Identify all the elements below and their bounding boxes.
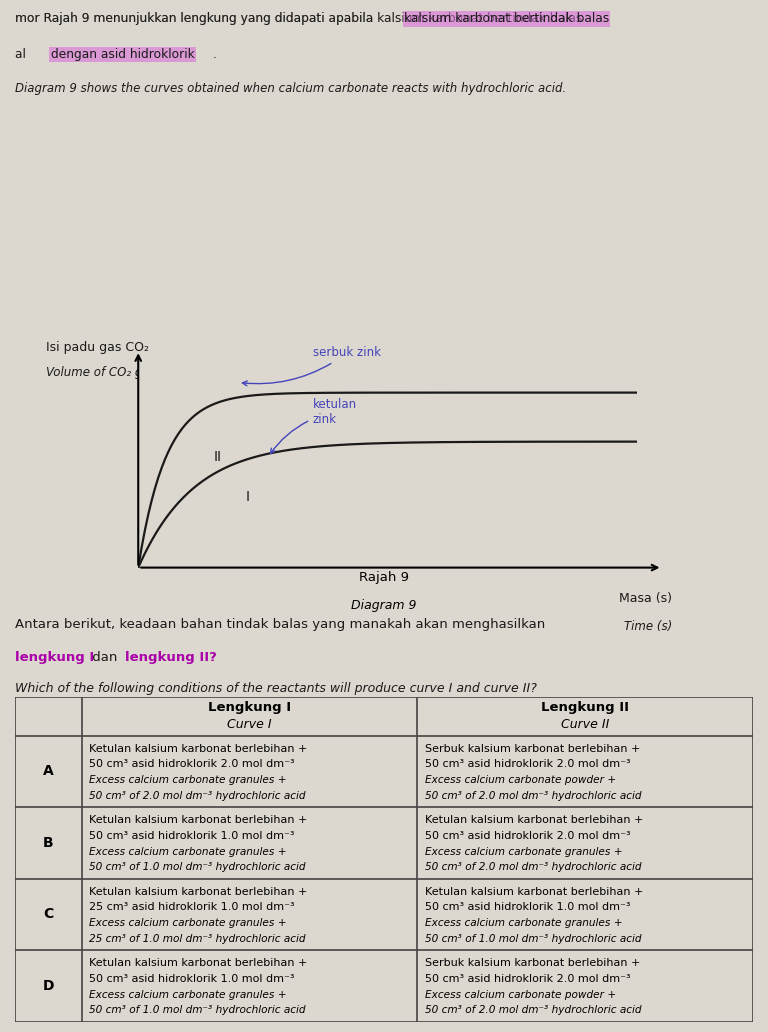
Text: dan: dan	[88, 651, 122, 665]
Text: B: B	[43, 836, 54, 850]
Text: Rajah 9: Rajah 9	[359, 571, 409, 584]
Text: serbuk zink: serbuk zink	[243, 347, 381, 386]
Text: lengkung I: lengkung I	[15, 651, 94, 665]
Text: 50 cm³ asid hidroklorik 2.0 mol dm⁻³: 50 cm³ asid hidroklorik 2.0 mol dm⁻³	[425, 831, 631, 841]
Text: Diagram 9: Diagram 9	[351, 600, 417, 612]
Text: Excess calcium carbonate granules +: Excess calcium carbonate granules +	[89, 990, 286, 1000]
Text: Ketulan kalsium karbonat berlebihan +: Ketulan kalsium karbonat berlebihan +	[89, 743, 307, 753]
Text: A: A	[43, 765, 54, 778]
Text: Serbuk kalsium karbonat berlebihan +: Serbuk kalsium karbonat berlebihan +	[425, 743, 640, 753]
Text: Curve I: Curve I	[227, 717, 272, 731]
Text: 50 cm³ of 2.0 mol dm⁻³ hydrochloric acid: 50 cm³ of 2.0 mol dm⁻³ hydrochloric acid	[425, 863, 641, 872]
Text: Masa (s): Masa (s)	[619, 591, 673, 605]
Text: Excess calcium carbonate powder +: Excess calcium carbonate powder +	[425, 990, 616, 1000]
Text: dengan asid hidroklorik: dengan asid hidroklorik	[51, 47, 194, 61]
Text: I: I	[246, 490, 250, 505]
Text: Excess calcium carbonate powder +: Excess calcium carbonate powder +	[425, 775, 616, 785]
Text: Ketulan kalsium karbonat berlebihan +: Ketulan kalsium karbonat berlebihan +	[425, 886, 643, 897]
Text: Antara berikut, keadaan bahan tindak balas yang manakah akan menghasilkan: Antara berikut, keadaan bahan tindak bal…	[15, 618, 545, 631]
Text: Serbuk kalsium karbonat berlebihan +: Serbuk kalsium karbonat berlebihan +	[425, 958, 640, 968]
Text: Excess calcium carbonate granules +: Excess calcium carbonate granules +	[89, 918, 286, 928]
Text: Excess calcium carbonate granules +: Excess calcium carbonate granules +	[425, 846, 622, 857]
Text: Time (s): Time (s)	[624, 620, 673, 633]
Text: kalsium karbonat bertindak balas: kalsium karbonat bertindak balas	[404, 12, 609, 26]
Text: Ketulan kalsium karbonat berlebihan +: Ketulan kalsium karbonat berlebihan +	[89, 886, 307, 897]
Text: Volume of CO₂ gas: Volume of CO₂ gas	[46, 366, 156, 379]
Text: 50 cm³ asid hidroklorik 2.0 mol dm⁻³: 50 cm³ asid hidroklorik 2.0 mol dm⁻³	[425, 760, 631, 769]
Text: mor Rajah 9 menunjukkan lengkung yang didapati apabila kalsium karbonat bertinda: mor Rajah 9 menunjukkan lengkung yang di…	[15, 12, 583, 26]
Text: mor Rajah 9 menunjukkan lengkung yang didapati apabila: mor Rajah 9 menunjukkan lengkung yang di…	[15, 12, 378, 26]
Text: Diagram 9 shows the curves obtained when calcium carbonate reacts with hydrochlo: Diagram 9 shows the curves obtained when…	[15, 83, 567, 95]
Text: 50 cm³ asid hidroklorik 2.0 mol dm⁻³: 50 cm³ asid hidroklorik 2.0 mol dm⁻³	[425, 974, 631, 983]
Text: II: II	[214, 450, 222, 464]
Text: Excess calcium carbonate granules +: Excess calcium carbonate granules +	[89, 775, 286, 785]
Text: 50 cm³ of 2.0 mol dm⁻³ hydrochloric acid: 50 cm³ of 2.0 mol dm⁻³ hydrochloric acid	[425, 1005, 641, 1015]
Text: Lengkung I: Lengkung I	[208, 702, 291, 714]
Text: 50 cm³ asid hidroklorik 1.0 mol dm⁻³: 50 cm³ asid hidroklorik 1.0 mol dm⁻³	[89, 974, 295, 983]
Text: 50 cm³ of 1.0 mol dm⁻³ hydrochloric acid: 50 cm³ of 1.0 mol dm⁻³ hydrochloric acid	[425, 934, 641, 944]
Text: D: D	[43, 979, 55, 993]
Text: 50 cm³ of 2.0 mol dm⁻³ hydrochloric acid: 50 cm³ of 2.0 mol dm⁻³ hydrochloric acid	[425, 791, 641, 801]
Text: 50 cm³ of 1.0 mol dm⁻³ hydrochloric acid: 50 cm³ of 1.0 mol dm⁻³ hydrochloric acid	[89, 863, 306, 872]
Text: 50 cm³ of 1.0 mol dm⁻³ hydrochloric acid: 50 cm³ of 1.0 mol dm⁻³ hydrochloric acid	[89, 1005, 306, 1015]
Text: al: al	[15, 47, 38, 61]
Text: Ketulan kalsium karbonat berlebihan +: Ketulan kalsium karbonat berlebihan +	[89, 815, 307, 825]
Text: 25 cm³ asid hidroklorik 1.0 mol dm⁻³: 25 cm³ asid hidroklorik 1.0 mol dm⁻³	[89, 902, 295, 912]
Text: lengkung II?: lengkung II?	[124, 651, 217, 665]
Text: Isi padu gas CO₂: Isi padu gas CO₂	[46, 342, 149, 354]
Text: 50 cm³ asid hidroklorik 1.0 mol dm⁻³: 50 cm³ asid hidroklorik 1.0 mol dm⁻³	[89, 831, 295, 841]
Text: Excess calcium carbonate granules +: Excess calcium carbonate granules +	[425, 918, 622, 928]
Text: 50 cm³ asid hidroklorik 2.0 mol dm⁻³: 50 cm³ asid hidroklorik 2.0 mol dm⁻³	[89, 760, 295, 769]
Text: 50 cm³ asid hidroklorik 1.0 mol dm⁻³: 50 cm³ asid hidroklorik 1.0 mol dm⁻³	[425, 902, 630, 912]
Text: Which of the following conditions of the reactants will produce curve I and curv: Which of the following conditions of the…	[15, 682, 538, 696]
Text: ketulan
zink: ketulan zink	[270, 397, 357, 453]
Text: C: C	[44, 907, 54, 922]
Text: Curve II: Curve II	[561, 717, 609, 731]
Text: 50 cm³ of 2.0 mol dm⁻³ hydrochloric acid: 50 cm³ of 2.0 mol dm⁻³ hydrochloric acid	[89, 791, 306, 801]
Text: Excess calcium carbonate granules +: Excess calcium carbonate granules +	[89, 846, 286, 857]
Text: .: .	[214, 47, 217, 61]
Text: mor Rajah 9 menunjukkan lengkung yang didapati apabila: mor Rajah 9 menunjukkan lengkung yang di…	[15, 12, 378, 26]
Text: 25 cm³ of 1.0 mol dm⁻³ hydrochloric acid: 25 cm³ of 1.0 mol dm⁻³ hydrochloric acid	[89, 934, 306, 944]
Text: Ketulan kalsium karbonat berlebihan +: Ketulan kalsium karbonat berlebihan +	[425, 815, 643, 825]
Text: Ketulan kalsium karbonat berlebihan +: Ketulan kalsium karbonat berlebihan +	[89, 958, 307, 968]
Text: Lengkung II: Lengkung II	[541, 702, 629, 714]
